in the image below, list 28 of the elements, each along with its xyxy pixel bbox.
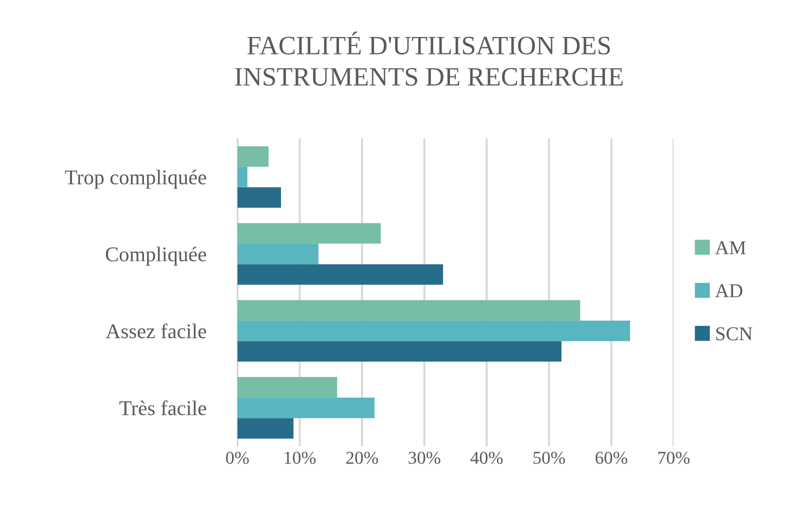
x-tick-label: 40% (470, 452, 503, 464)
bar (237, 418, 294, 439)
bar (237, 244, 318, 264)
bar (237, 377, 338, 398)
legend-label: SCN (716, 327, 752, 340)
x-tick-label: 0% (226, 452, 249, 464)
bar (237, 300, 580, 321)
x-tick-label: 10% (284, 452, 316, 464)
x-tick-label: 20% (346, 452, 378, 464)
legend-label: AM (715, 241, 746, 254)
bar (237, 223, 381, 244)
y-tick-label: Assez facile (106, 323, 206, 338)
y-tick-label: Compliquée (106, 246, 206, 266)
x-tick-label: 50% (534, 452, 565, 464)
x-tick-label: 60% (596, 452, 628, 464)
legend-label: AD (715, 284, 742, 298)
chart-title: FACILITÉ D'UTILISATION DES INSTRUMENTS DE RECHERCHE (235, 32, 623, 86)
bar (237, 146, 269, 167)
bar (237, 166, 248, 188)
bar (237, 320, 630, 342)
bar (237, 398, 375, 418)
bar (237, 341, 562, 362)
x-tick-label: 30% (408, 452, 440, 464)
y-tick-label: Très facile (119, 400, 206, 416)
y-tick-label: Trop compliquée (65, 170, 206, 189)
bar (237, 264, 444, 285)
x-tick-label: 70% (658, 452, 690, 464)
bar (237, 187, 282, 208)
